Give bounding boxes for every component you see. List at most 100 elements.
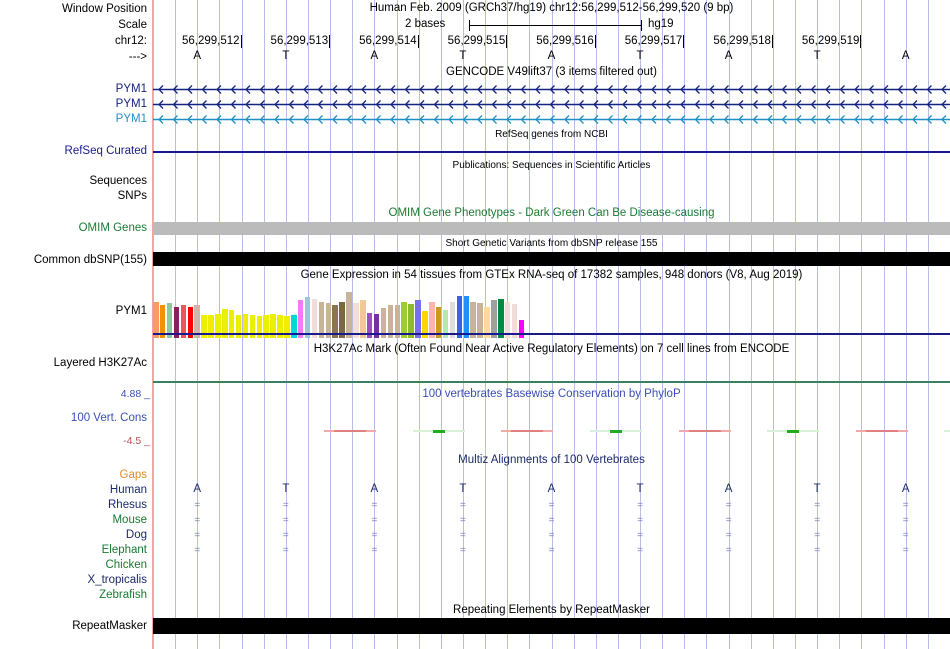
dbsnp-variants-bar[interactable]: [153, 252, 950, 266]
multiz-species-label[interactable]: Mouse: [112, 514, 147, 526]
gtex-tissue-bar[interactable]: [297, 300, 304, 338]
refseq-gene-line[interactable]: [153, 151, 950, 153]
gtex-tissue-bar[interactable]: [484, 307, 490, 338]
multiz-species-row[interactable]: Human A T A T A T A T A: [0, 483, 950, 498]
gtex-tissue-bar[interactable]: [360, 300, 366, 338]
gtex-tissue-bar[interactable]: [401, 302, 407, 338]
h3k27ac-row[interactable]: Layered H3K27Ac: [0, 356, 950, 388]
gtex-expression-barchart[interactable]: [153, 290, 526, 338]
gtex-tissue-bar[interactable]: [187, 307, 194, 338]
multiz-species-row[interactable]: Mouse = = = = = = = = =: [0, 513, 950, 528]
gencode-row-2[interactable]: PYM1: [0, 112, 950, 127]
gtex-tissue-bar[interactable]: [166, 303, 173, 338]
multiz-species-label[interactable]: X_tropicalis: [87, 574, 147, 586]
gtex-tissue-bar[interactable]: [518, 320, 525, 338]
gtex-tissue-bar[interactable]: [498, 299, 504, 338]
gtex-tissue-bar[interactable]: [477, 303, 483, 338]
gtex-tissue-bar[interactable]: [429, 302, 435, 338]
gtex-tissue-bar[interactable]: [373, 314, 380, 338]
gtex-tissue-bar[interactable]: [339, 302, 345, 338]
gtex-tissue-bar[interactable]: [422, 311, 428, 338]
multiz-species-row[interactable]: Elephant = = = = = = = = =: [0, 543, 950, 558]
gtex-tissue-bar[interactable]: [318, 302, 325, 338]
publications-sequences-row[interactable]: Sequences: [0, 174, 950, 189]
gtex-tissue-bar[interactable]: [463, 296, 470, 338]
gtex-tissue-bar[interactable]: [228, 310, 235, 338]
gtex-gene-label[interactable]: PYM1: [115, 305, 147, 317]
gtex-tissue-bar[interactable]: [263, 315, 269, 338]
gtex-tissue-bar[interactable]: [491, 300, 497, 338]
multiz-species-row[interactable]: Rhesus = = = = = = = = =: [0, 498, 950, 513]
publications-sequences-label[interactable]: Sequences: [89, 175, 147, 187]
gtex-tissue-bar[interactable]: [470, 302, 476, 338]
refseq-row[interactable]: RefSeq Curated: [0, 144, 950, 159]
gencode-gene-line-2[interactable]: [153, 112, 950, 127]
gtex-tissue-bar[interactable]: [173, 307, 180, 338]
gtex-tissue-bar[interactable]: [215, 314, 221, 338]
multiz-gaps-label[interactable]: Gaps: [119, 469, 148, 481]
gtex-tissue-bar[interactable]: [201, 315, 207, 338]
multiz-species-row[interactable]: X_tropicalis: [0, 573, 950, 588]
gtex-tissue-bar[interactable]: [332, 305, 338, 338]
repeatmasker-bar[interactable]: [153, 618, 950, 634]
gtex-tissue-bar[interactable]: [153, 302, 159, 338]
conservation-label[interactable]: 100 Vert. Cons: [70, 412, 147, 424]
gtex-tissue-bar[interactable]: [387, 305, 394, 338]
multiz-species-row[interactable]: Dog = = = = = = = = =: [0, 528, 950, 543]
gtex-tissue-bar[interactable]: [222, 309, 228, 338]
gencode-gene-label-2[interactable]: PYM1: [115, 113, 147, 125]
multiz-species-label[interactable]: Dog: [125, 529, 147, 541]
ruler-row[interactable]: chr12: 56,299,512 56,299,513 56,299,514 56,…: [0, 34, 950, 50]
gtex-tissue-bar[interactable]: [249, 315, 256, 338]
gtex-tissue-bar[interactable]: [435, 307, 442, 338]
gtex-tissue-bar[interactable]: [311, 299, 318, 338]
gtex-tissue-bar[interactable]: [277, 315, 283, 338]
gencode-gene-line-1[interactable]: [153, 97, 950, 112]
gtex-tissue-bar[interactable]: [456, 296, 463, 338]
gtex-tissue-bar[interactable]: [442, 310, 449, 338]
multiz-gaps-row[interactable]: Gaps: [0, 468, 950, 483]
dbsnp-row[interactable]: Common dbSNP(155): [0, 252, 950, 268]
multiz-species-label[interactable]: Elephant: [101, 544, 147, 556]
multiz-species-label[interactable]: Chicken: [105, 559, 147, 571]
gtex-tissue-bar[interactable]: [380, 308, 387, 338]
refseq-label[interactable]: RefSeq Curated: [64, 145, 147, 157]
omim-label[interactable]: OMIM Genes: [78, 222, 147, 234]
omim-gene-bar[interactable]: [153, 222, 950, 235]
publications-snps-row[interactable]: SNPs: [0, 189, 950, 204]
gencode-gene-label-0[interactable]: PYM1: [115, 83, 147, 95]
gtex-tissue-bar[interactable]: [449, 302, 456, 338]
multiz-species-label[interactable]: Human: [109, 484, 147, 496]
gencode-row-1[interactable]: PYM1: [0, 97, 950, 112]
gtex-tissue-bar[interactable]: [408, 304, 414, 338]
gtex-tissue-bar[interactable]: [208, 315, 214, 338]
multiz-species-label[interactable]: Rhesus: [108, 499, 147, 511]
gtex-tissue-bar[interactable]: [235, 315, 242, 338]
gtex-tissue-bar[interactable]: [511, 304, 518, 338]
gtex-tissue-bar[interactable]: [304, 297, 311, 338]
gtex-tissue-bar[interactable]: [270, 314, 276, 338]
gtex-tissue-bar[interactable]: [325, 303, 332, 338]
gtex-tissue-bar[interactable]: [159, 305, 166, 338]
repeatmasker-row[interactable]: RepeatMasker: [0, 618, 950, 635]
gtex-tissue-bar[interactable]: [353, 303, 359, 338]
h3k27ac-label[interactable]: Layered H3K27Ac: [53, 357, 147, 369]
publications-snps-label[interactable]: SNPs: [117, 190, 147, 202]
gtex-tissue-bar[interactable]: [256, 316, 263, 338]
multiz-species-row[interactable]: Chicken: [0, 558, 950, 573]
gtex-tissue-bar[interactable]: [415, 300, 421, 338]
gtex-tissue-bar[interactable]: [180, 305, 187, 338]
multiz-species-label[interactable]: Zebrafish: [99, 589, 147, 601]
gencode-gene-label-1[interactable]: PYM1: [115, 98, 147, 110]
conservation-row[interactable]: 4.88 _ 100 Vert. Cons -4.5 _: [0, 388, 950, 448]
gtex-tissue-bar[interactable]: [346, 292, 352, 338]
omim-row[interactable]: OMIM Genes: [0, 221, 950, 236]
gencode-row-0[interactable]: PYM1: [0, 82, 950, 97]
gtex-row[interactable]: PYM1: [0, 285, 950, 338]
gtex-tissue-bar[interactable]: [291, 315, 297, 338]
gtex-tissue-bar[interactable]: [366, 313, 373, 338]
gtex-tissue-bar[interactable]: [242, 314, 249, 338]
repeatmasker-label[interactable]: RepeatMasker: [72, 620, 147, 632]
dbsnp-label[interactable]: Common dbSNP(155): [33, 254, 147, 266]
multiz-species-row[interactable]: Zebrafish: [0, 588, 950, 603]
